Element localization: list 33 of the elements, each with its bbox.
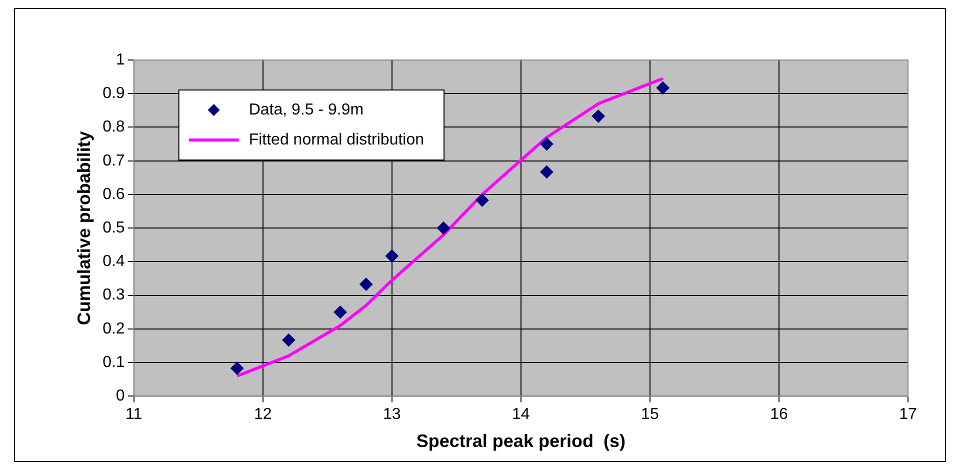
- point: [476, 194, 489, 207]
- point: [360, 278, 373, 291]
- point: [656, 81, 670, 94]
- x-tick-label: 11: [126, 406, 142, 424]
- point: [282, 334, 296, 347]
- y-tick-label: 0.6: [102, 186, 125, 203]
- y-tick-label: 0.4: [102, 253, 125, 270]
- x-tick-label: 17: [899, 406, 917, 424]
- x-tick-label: 12: [254, 406, 272, 424]
- point: [540, 165, 554, 178]
- x-tick-label: 16: [770, 406, 788, 424]
- legend-label: Data, 9.5 - 9.9m: [248, 101, 364, 118]
- x-tick-label: 15: [641, 406, 659, 424]
- point: [230, 362, 244, 375]
- point: [334, 306, 347, 319]
- point: [540, 138, 554, 151]
- y-tick-label: 1: [116, 51, 125, 68]
- x-tick-label: 14: [512, 406, 530, 424]
- legend-label: Fitted normal distribution: [248, 131, 424, 148]
- y-tick-label: 0: [116, 388, 125, 405]
- y-axis-title: Cumulative probability: [74, 131, 94, 326]
- y-tick-label: 0.2: [102, 320, 125, 338]
- y-tick-label: 0.1: [102, 354, 125, 371]
- x-axis-title: Spectral peak period (s): [416, 431, 626, 452]
- y-tick-label: 0.7: [102, 152, 125, 170]
- y-tick-label: 0.8: [102, 118, 125, 136]
- y-tick-label: 0.3: [102, 286, 125, 304]
- y-tick-label: 0.9: [102, 85, 125, 102]
- point: [437, 222, 450, 235]
- point: [385, 250, 398, 263]
- y-tick-label: 0.5: [102, 220, 125, 237]
- x-tick-label: 13: [382, 406, 401, 424]
- point: [592, 110, 605, 123]
